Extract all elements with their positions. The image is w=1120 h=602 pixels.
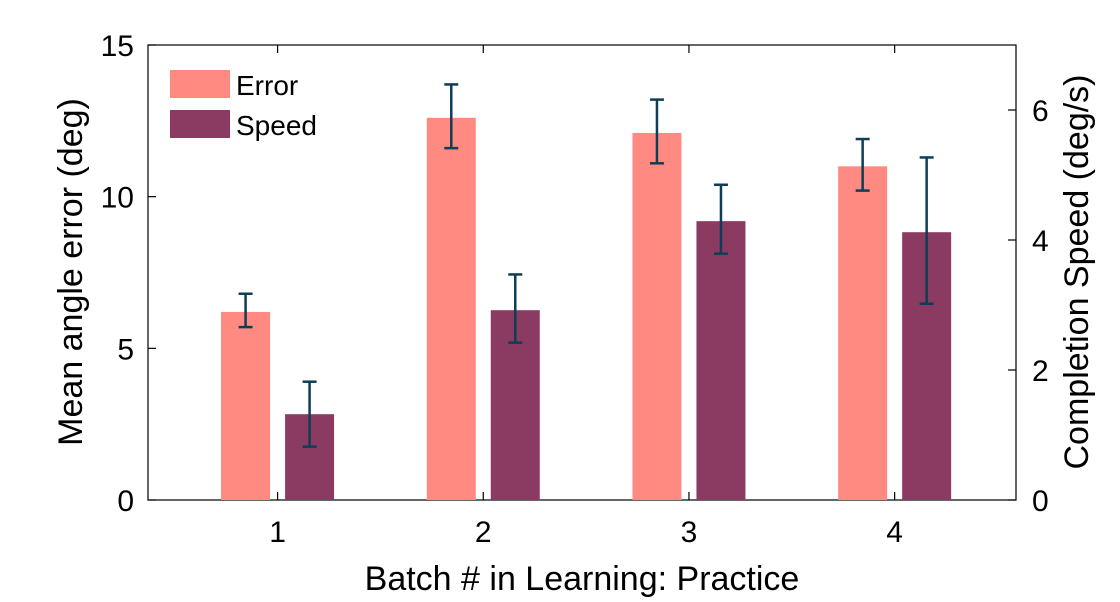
error-bars-layer xyxy=(238,83,934,448)
legend-label-speed: Speed xyxy=(236,110,317,141)
right-y-tick-label-0: 0 xyxy=(1032,485,1049,518)
right-y-tick-label-2: 2 xyxy=(1032,355,1049,388)
legend-label-error: Error xyxy=(236,70,298,101)
x-tick-label-2: 2 xyxy=(475,516,492,549)
right-y-tick-label-6: 6 xyxy=(1032,95,1049,128)
right-y-tick-label-4: 4 xyxy=(1032,225,1049,258)
right-y-axis-title: Completion Speed (deg/s) xyxy=(1058,74,1096,469)
error-bar-speed-4 xyxy=(919,156,934,305)
error-bar-speed-3 xyxy=(713,183,728,255)
left-y-tick-label-5: 5 xyxy=(117,333,134,366)
bar-error-2 xyxy=(426,117,476,501)
left-y-tick-label-10: 10 xyxy=(101,182,134,215)
legend-swatch-speed xyxy=(170,110,230,138)
plot-frame xyxy=(147,44,1017,501)
plot-area xyxy=(147,44,1017,501)
legend-swatch-error xyxy=(170,70,230,98)
error-bar-speed-1 xyxy=(302,380,317,448)
error-bar-error-2 xyxy=(444,83,459,150)
left-y-tick-label-15: 15 xyxy=(101,30,134,63)
error-bar-speed-2 xyxy=(508,273,523,344)
legend: Error Speed xyxy=(170,70,317,141)
error-bar-error-3 xyxy=(649,98,664,165)
left-y-axis-title: Mean angle error (deg) xyxy=(52,98,90,446)
x-tick-label-4: 4 xyxy=(886,516,903,549)
error-bar-error-1 xyxy=(238,292,253,329)
bar-error-1 xyxy=(221,311,271,500)
x-axis-title: Batch # in Learning: Practice xyxy=(365,560,800,598)
x-tick-label-1: 1 xyxy=(269,516,286,549)
bar-error-4 xyxy=(838,166,888,501)
ticks-layer: 1 2 3 4 0 5 10 15 0 2 4 6 xyxy=(101,30,1049,549)
left-y-tick-label-0: 0 xyxy=(117,485,134,518)
bars-layer xyxy=(221,117,952,501)
error-bar-error-4 xyxy=(855,137,870,192)
bar-error-3 xyxy=(632,132,682,500)
bar-speed-3 xyxy=(696,221,746,500)
x-tick-label-3: 3 xyxy=(681,516,698,549)
